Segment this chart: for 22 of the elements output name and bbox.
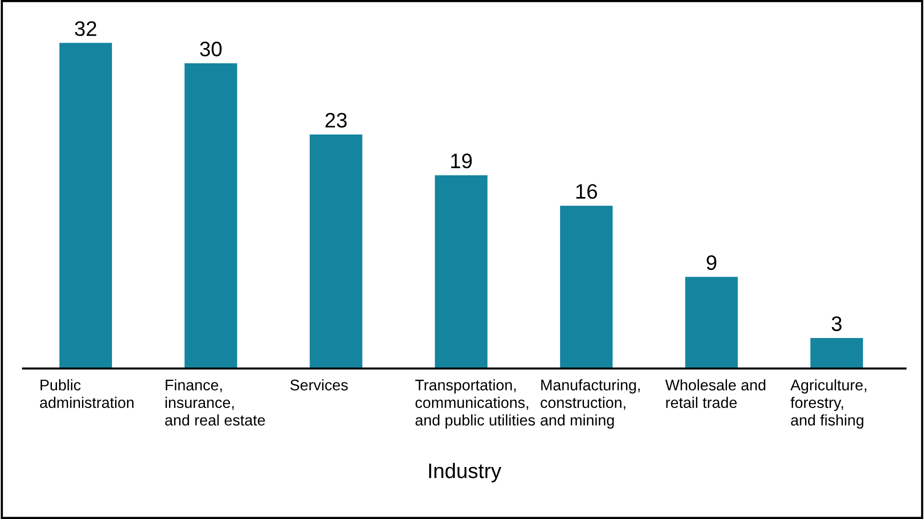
x-tick-label: Public administration (40, 379, 134, 408)
bar (310, 134, 362, 368)
data-label: 30 (200, 42, 222, 56)
x-tick-label: Wholesale and retail trade (665, 379, 766, 408)
bar (434, 175, 488, 368)
x-tick-label: Services (290, 379, 348, 390)
x-tick-label: Manufacturing, construction, and mining (540, 379, 640, 429)
x-tick-label: Finance, insurance, and real estate (165, 379, 265, 426)
bar (184, 63, 238, 368)
x-tick-label: Agriculture, forestry, and fishing (790, 379, 866, 429)
data-label: 23 (325, 112, 347, 128)
bar (810, 338, 863, 368)
bar (59, 42, 112, 368)
x-tick-label: Transportation, communications, and public utilities (415, 379, 535, 429)
data-label: 3 (832, 316, 842, 332)
data-label: 16 (576, 184, 598, 199)
bar (685, 276, 738, 368)
x-axis-title: Industry (429, 462, 502, 482)
data-label: 19 (451, 154, 472, 168)
data-label: 32 (74, 21, 96, 36)
bar (560, 206, 613, 368)
data-label: 9 (706, 255, 716, 270)
